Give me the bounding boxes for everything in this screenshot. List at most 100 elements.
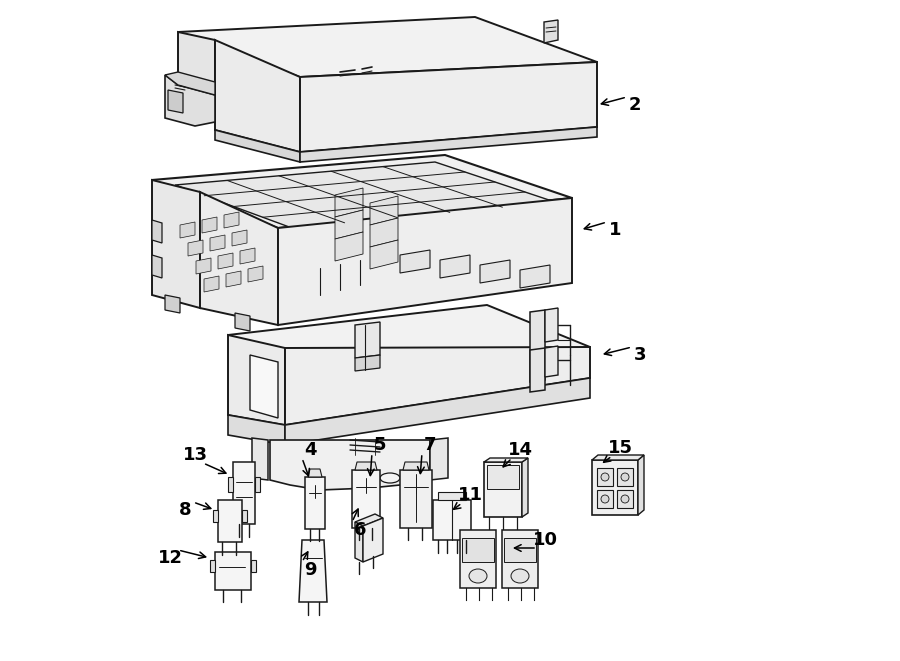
Polygon shape (175, 162, 555, 228)
Polygon shape (278, 198, 572, 325)
Polygon shape (433, 500, 471, 540)
Polygon shape (545, 308, 558, 342)
Polygon shape (202, 217, 217, 233)
Polygon shape (232, 230, 247, 246)
Text: 7: 7 (424, 436, 436, 454)
Ellipse shape (601, 495, 609, 503)
Polygon shape (218, 500, 242, 542)
Text: 6: 6 (354, 521, 366, 539)
Polygon shape (152, 220, 162, 243)
Polygon shape (370, 196, 398, 225)
Text: 13: 13 (183, 446, 208, 464)
Polygon shape (335, 210, 363, 239)
Text: 15: 15 (608, 439, 633, 457)
Polygon shape (215, 130, 300, 162)
Polygon shape (638, 455, 644, 515)
Polygon shape (235, 313, 250, 331)
Polygon shape (165, 72, 215, 95)
Polygon shape (152, 255, 162, 278)
Polygon shape (530, 348, 545, 392)
Text: 5: 5 (374, 436, 386, 454)
Polygon shape (400, 470, 432, 528)
Polygon shape (363, 518, 383, 562)
Polygon shape (196, 258, 211, 274)
Polygon shape (522, 458, 528, 517)
Polygon shape (255, 477, 260, 492)
Polygon shape (403, 462, 429, 470)
Text: 8: 8 (179, 501, 192, 519)
Polygon shape (228, 335, 285, 425)
Polygon shape (270, 440, 430, 490)
Polygon shape (440, 255, 470, 278)
Polygon shape (592, 460, 638, 515)
Polygon shape (617, 490, 633, 508)
Polygon shape (430, 438, 448, 480)
Polygon shape (502, 530, 538, 588)
Polygon shape (504, 538, 536, 562)
Polygon shape (233, 462, 255, 524)
Polygon shape (165, 295, 180, 313)
Text: 11: 11 (457, 486, 482, 504)
Polygon shape (242, 510, 247, 522)
Text: 12: 12 (158, 549, 183, 567)
Polygon shape (213, 510, 218, 522)
Polygon shape (152, 180, 200, 308)
Polygon shape (592, 455, 644, 460)
Polygon shape (480, 260, 510, 283)
Polygon shape (299, 540, 327, 602)
Polygon shape (210, 560, 215, 572)
Polygon shape (228, 415, 285, 445)
Polygon shape (462, 538, 494, 562)
Polygon shape (210, 235, 225, 251)
Polygon shape (355, 522, 363, 562)
Polygon shape (248, 266, 263, 282)
Polygon shape (487, 465, 519, 489)
Polygon shape (252, 438, 268, 480)
Polygon shape (355, 514, 383, 526)
Polygon shape (335, 188, 363, 217)
Polygon shape (460, 530, 496, 588)
Text: 10: 10 (533, 531, 557, 549)
Polygon shape (188, 240, 203, 256)
Ellipse shape (469, 569, 487, 583)
Polygon shape (400, 250, 430, 273)
Polygon shape (355, 355, 380, 371)
Polygon shape (228, 477, 233, 492)
Polygon shape (370, 218, 398, 247)
Polygon shape (597, 468, 613, 486)
Ellipse shape (380, 473, 400, 483)
Polygon shape (215, 40, 300, 152)
Polygon shape (352, 470, 380, 528)
Polygon shape (355, 322, 380, 358)
Polygon shape (285, 378, 590, 445)
Polygon shape (305, 477, 325, 529)
Text: 9: 9 (304, 561, 316, 579)
Polygon shape (300, 127, 597, 162)
Text: 14: 14 (508, 441, 533, 459)
Polygon shape (308, 469, 322, 477)
Polygon shape (545, 346, 558, 377)
Polygon shape (152, 155, 572, 228)
Ellipse shape (601, 473, 609, 481)
Polygon shape (178, 32, 215, 95)
Polygon shape (530, 310, 545, 382)
Polygon shape (224, 212, 239, 228)
Polygon shape (228, 305, 590, 380)
Polygon shape (520, 265, 550, 288)
Polygon shape (226, 271, 241, 287)
Polygon shape (200, 192, 278, 325)
Polygon shape (240, 248, 255, 264)
Polygon shape (544, 20, 558, 43)
Polygon shape (355, 462, 377, 470)
Polygon shape (250, 355, 278, 418)
Text: 3: 3 (634, 346, 646, 364)
Text: 4: 4 (304, 441, 316, 459)
Ellipse shape (621, 473, 629, 481)
Polygon shape (204, 276, 219, 292)
Polygon shape (168, 90, 183, 113)
Polygon shape (215, 552, 251, 590)
Polygon shape (251, 560, 256, 572)
Polygon shape (300, 62, 597, 152)
Polygon shape (597, 490, 613, 508)
Polygon shape (178, 17, 597, 77)
